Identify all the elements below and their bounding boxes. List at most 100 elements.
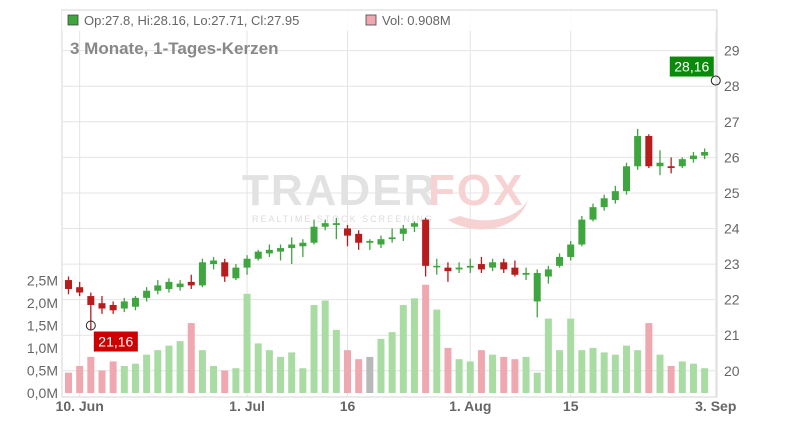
candle-body [567,244,575,257]
volume-bar [477,350,485,393]
volume-bar [544,318,552,393]
candle-body [210,260,218,265]
volume-bar [243,293,251,393]
candle-body [522,272,530,275]
candle-body [388,237,396,240]
volume-bar [65,372,72,393]
ohlc-legend-swatch [67,14,79,26]
candle-body [332,223,340,225]
candle-body [243,258,251,268]
volume-bar [120,365,128,393]
watermark-brand-right: FOX [428,166,524,215]
price-tick-label: 29 [724,43,740,59]
candle-body [600,198,608,208]
price-tick-label: 25 [724,185,740,201]
candle-body [299,242,307,247]
candle-body [422,219,430,266]
candle-body [578,219,586,245]
volume-bar [410,298,418,393]
candle-body [321,223,329,227]
price-tick-label: 24 [724,221,740,237]
price-tick-label: 27 [724,114,740,130]
volume-bar [221,370,229,393]
volume-bar [277,356,285,393]
volume-bar [589,347,597,393]
candle-body [87,296,95,305]
volume-tick-label: 2,5M [27,272,58,288]
x-tick-label: 1. Jul [229,398,265,414]
volume-bar [98,370,106,393]
candle-body [221,262,229,277]
ohlc-legend-text: Op:27.8, Hi:28.16, Lo:27.71, Cl:27.95 [84,13,299,28]
volume-bar [511,359,519,393]
candle-body [198,262,206,286]
volume-bar [232,368,240,393]
low-label-box [93,331,138,352]
candle-body [533,272,541,302]
chart-subtitle: 3 Monate, 1-Tages-Kerzen [70,39,278,58]
volume-bar [355,359,363,393]
watermark-tagline: REALTIME STOCK SCREENING [252,214,434,224]
candle-body [678,159,686,167]
volume-bar [444,347,452,393]
high-label: 28,16 [674,59,709,75]
candle-body [656,162,664,167]
candle-body [466,265,474,268]
annotations: 28,16 21,16 [85,56,721,352]
candle-body [477,264,485,270]
volume-bar [556,350,564,393]
candles [65,128,709,330]
volume-bar [489,354,497,393]
x-tick-label: 15 [563,398,579,414]
candle-body [623,166,630,192]
volume-bar [143,354,151,393]
candle-body [611,191,619,201]
low-marker [85,320,96,331]
candle-body [143,290,151,298]
volume-bar [578,350,586,393]
candle-body [544,269,552,277]
candle-body [109,304,117,311]
plot-frame [61,9,718,398]
volume-bar [210,365,218,393]
volume-bar [187,323,195,393]
volume-bar [645,323,653,393]
volume-bar [310,305,318,393]
candle-body [355,233,363,243]
volume-bar [466,361,474,393]
candle-body [511,267,519,275]
grid [62,10,717,397]
price-tick-label: 22 [724,292,740,308]
volume-bar [522,356,530,393]
volume-bar [433,309,441,393]
volume-bar [321,300,329,393]
candle-body [76,287,84,293]
legend-background [62,11,716,31]
volume-tick-label: 0,0M [27,385,58,401]
volume-tick-label: 1,0M [27,340,58,356]
volume-legend-swatch [365,14,377,26]
volume-bar [366,356,374,393]
candle-body [645,136,653,167]
candle-body [120,301,128,309]
candle-body [187,281,195,286]
volume-bar [611,354,619,393]
candle-body [634,136,642,167]
volume-bar [533,372,541,393]
volume-bar [154,350,162,393]
volume-legend-text: Vol: 0.908M [382,13,451,28]
volume-tick-label: 0,5M [27,362,58,378]
high-marker [710,75,721,86]
volume-bar [299,368,307,393]
price-tick-label: 28 [724,78,740,94]
x-tick-label: 16 [340,398,356,414]
candle-body [65,280,72,289]
volume-bar [288,352,296,393]
candle-body [265,249,273,254]
x-tick-label: 3. Sep [695,398,736,414]
candle-body [277,248,285,252]
price-tick-label: 20 [724,363,740,379]
volume-bar [265,350,273,393]
